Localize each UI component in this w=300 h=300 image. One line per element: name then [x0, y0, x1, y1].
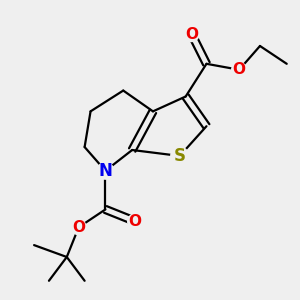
Circle shape [71, 220, 86, 235]
Text: O: O [185, 27, 198, 42]
Circle shape [128, 214, 142, 229]
Circle shape [232, 62, 247, 77]
Text: O: O [129, 214, 142, 229]
Text: O: O [233, 62, 246, 77]
Text: O: O [72, 220, 85, 235]
Circle shape [184, 27, 199, 41]
Text: S: S [174, 147, 186, 165]
Text: N: N [98, 162, 112, 180]
Circle shape [97, 163, 114, 179]
Circle shape [171, 147, 189, 165]
